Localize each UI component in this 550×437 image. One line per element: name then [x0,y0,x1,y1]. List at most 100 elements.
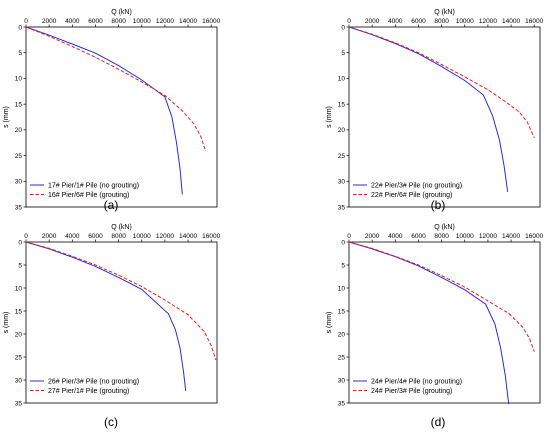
x-tick-label: 12000 [156,18,174,25]
data-point [526,121,528,123]
x-axis-label: Q (kN) [111,9,132,16]
y-tick-label: 15 [15,308,23,315]
y-tick-label: 15 [338,101,346,108]
y-tick-label: 15 [15,101,23,108]
data-point [181,110,183,112]
data-point [508,403,510,405]
y-tick-label: 5 [341,50,345,57]
panel-label: (d) [431,415,446,429]
data-point [48,248,50,249]
series-line-2 [348,241,535,352]
x-tick-label: 6000 [88,18,103,25]
data-point [499,139,500,141]
y-tick-label: 20 [338,127,346,134]
y-tick-label: 30 [15,179,23,186]
x-tick-label: 10000 [133,18,151,25]
y-axis-label: s (mm) [3,312,10,334]
data-point [118,277,120,278]
x-tick-label: 4000 [388,18,403,25]
series-line-1 [25,241,187,391]
legend-label: 16# Pier/6# Pile (grouting) [48,192,129,199]
data-point [71,256,73,258]
data-point [441,275,443,276]
y-tick-label: 25 [338,354,346,361]
y-tick-label: 0 [18,239,22,246]
chart-panel-c: 0 2000 4000 6000 8000 10000 12000 14000 16000 0 5 1… [3,224,221,429]
data-point [193,123,195,125]
legend-label: 22# Pier/6# Pile (grouting) [371,192,452,199]
y-tick-label: 35 [338,400,346,407]
chart-panel-a: 0 2000 4000 6000 8000 10000 12000 14000 16000 0 5 1… [3,9,221,212]
x-tick-label: 14000 [502,18,520,25]
y-tick-label: 15 [338,308,346,315]
data-point [210,345,212,346]
data-point [485,303,486,305]
data-point [167,313,169,315]
data-point [164,96,166,98]
data-point [95,56,96,58]
data-point [164,299,166,301]
series-line-1 [348,26,509,192]
plot-frame [348,26,541,208]
data-point [200,136,202,137]
y-tick-label: 30 [338,377,346,384]
y-tick-label: 25 [15,153,23,160]
data-point [95,265,96,267]
data-point [507,191,508,192]
x-tick-label: 2000 [365,18,380,25]
series-line-2 [25,241,217,360]
data-point [141,286,143,288]
data-point [371,248,373,249]
series-line-1 [25,26,183,195]
x-tick-label: 12000 [479,18,497,25]
y-tick-label: 20 [15,127,23,134]
x-tick-label: 10000 [133,233,151,240]
data-point [418,265,419,267]
x-tick-label: 2000 [42,233,57,240]
data-point [487,300,489,302]
data-point [508,312,510,314]
data-point [181,193,183,195]
data-point [215,359,217,361]
data-point [141,81,143,83]
data-point [529,338,530,339]
data-point [371,33,373,35]
plot-frame [25,241,218,404]
x-axis-label: Q (kN) [434,224,455,231]
data-point [348,26,350,28]
data-point [464,289,466,291]
data-point [185,390,187,391]
legend-label: 27# Pier/1# Pile (grouting) [48,388,129,395]
x-tick-label: 2000 [42,18,57,25]
y-tick-label: 25 [15,354,23,361]
y-tick-label: 20 [15,331,23,338]
x-axis-label: Q (kN) [111,224,132,231]
x-axis-label: Q (kN) [434,9,455,16]
y-axis-label: s (mm) [326,312,333,334]
data-point [179,168,181,169]
x-tick-label: 14000 [179,233,197,240]
data-point [464,286,466,288]
y-tick-label: 0 [341,239,345,246]
data-point [492,115,493,116]
y-tick-label: 10 [338,76,346,83]
data-point [183,370,184,372]
data-point [533,137,535,138]
legend-label: 26# Pier/3# Pile (no grouting) [48,379,139,386]
x-tick-label: 6000 [411,233,426,240]
y-tick-label: 5 [18,262,22,269]
data-point [71,43,73,45]
y-axis-label: s (mm) [3,106,10,128]
y-tick-label: 10 [15,76,23,83]
x-tick-label: 4000 [65,18,80,25]
x-tick-label: 8000 [111,233,126,240]
x-tick-label: 4000 [65,233,80,240]
data-point [482,94,484,96]
plot-frame [25,26,218,208]
y-tick-label: 20 [338,331,346,338]
data-point [533,351,535,352]
y-tick-label: 30 [15,377,23,384]
x-tick-label: 0 [347,233,351,240]
data-point [179,347,181,349]
x-tick-label: 0 [24,18,28,25]
